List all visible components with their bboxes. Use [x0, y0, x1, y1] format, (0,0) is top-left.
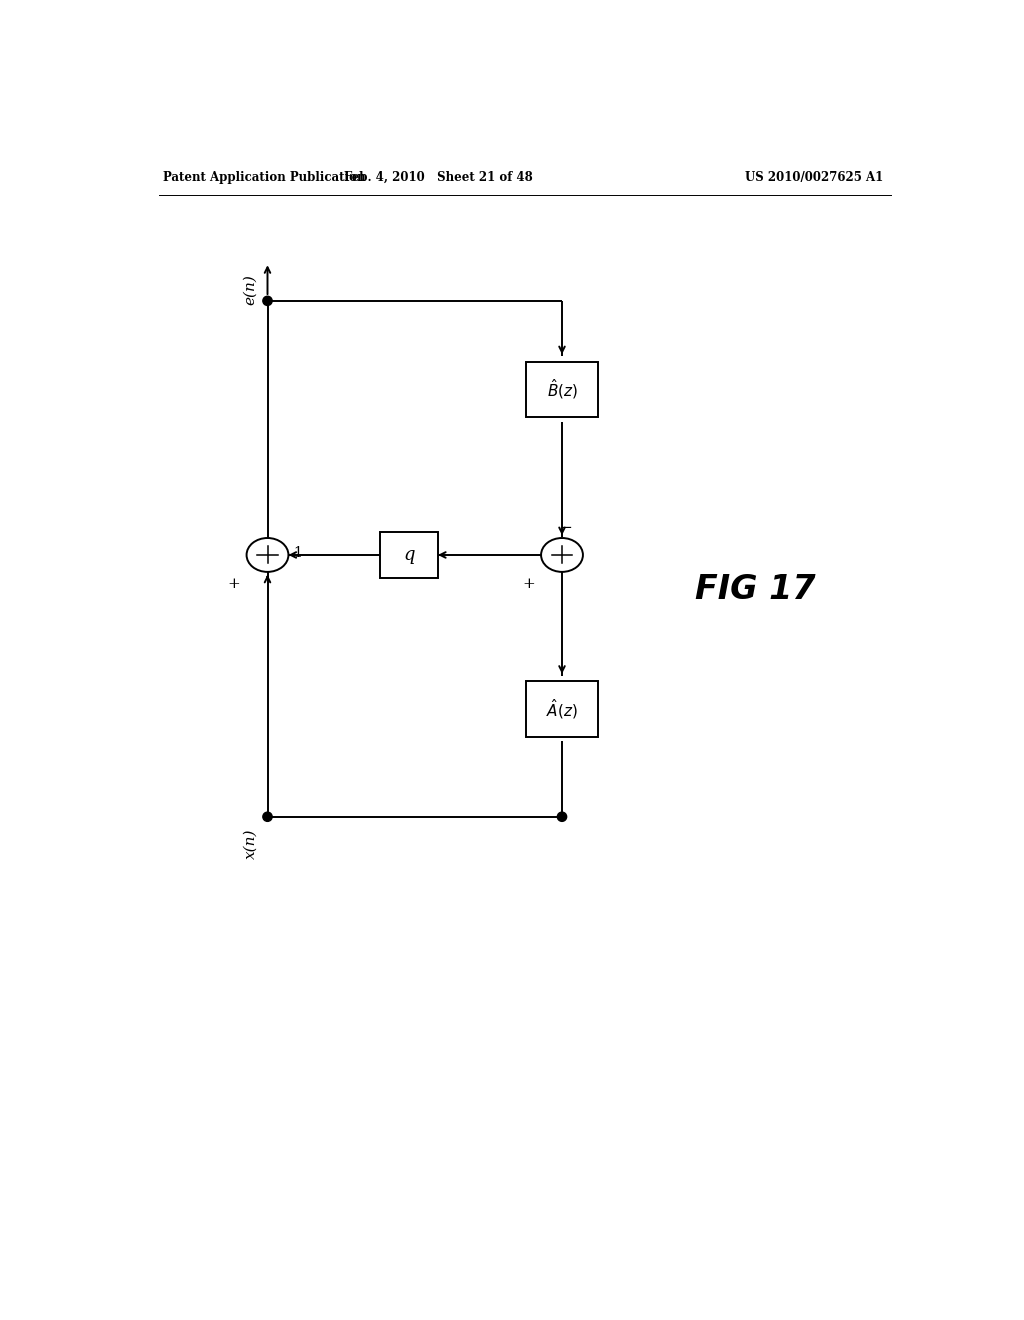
Text: FIG 17: FIG 17 — [695, 573, 816, 606]
Text: $\hat{A}(z)$: $\hat{A}(z)$ — [546, 697, 578, 721]
Text: +: + — [227, 577, 241, 590]
Text: 1: 1 — [293, 546, 302, 561]
Text: q: q — [403, 546, 415, 564]
Ellipse shape — [247, 539, 289, 572]
Text: −: − — [559, 521, 572, 535]
Text: x(n): x(n) — [244, 829, 257, 859]
Text: e(n): e(n) — [244, 275, 257, 305]
FancyBboxPatch shape — [526, 362, 598, 417]
Circle shape — [263, 812, 272, 821]
Ellipse shape — [541, 539, 583, 572]
FancyBboxPatch shape — [380, 532, 438, 578]
Text: +: + — [522, 577, 535, 590]
Circle shape — [557, 812, 566, 821]
Text: Feb. 4, 2010   Sheet 21 of 48: Feb. 4, 2010 Sheet 21 of 48 — [344, 172, 532, 185]
Text: Patent Application Publication: Patent Application Publication — [163, 172, 366, 185]
Text: $\hat{B}(z)$: $\hat{B}(z)$ — [547, 378, 578, 401]
FancyBboxPatch shape — [526, 681, 598, 737]
Text: US 2010/0027625 A1: US 2010/0027625 A1 — [745, 172, 884, 185]
Circle shape — [263, 296, 272, 305]
